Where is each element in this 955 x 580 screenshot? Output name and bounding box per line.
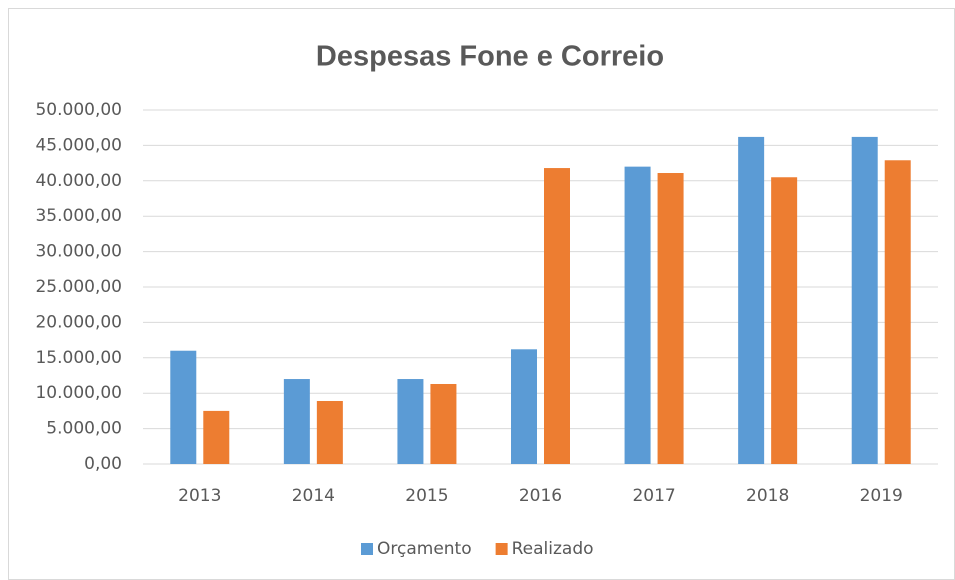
bar [771,177,798,464]
legend-swatch [361,543,373,555]
y-tick-label: 50.000,00 [35,100,122,120]
bar [203,410,230,464]
bar [511,349,537,464]
bar [316,400,343,464]
bar [657,173,684,464]
x-tick-label: 2016 [519,486,562,506]
legend-label: Orçamento [377,539,472,559]
legend-swatch [495,543,508,555]
x-tick-label: 2014 [292,486,335,506]
y-tick-label: 20.000,00 [35,312,122,332]
bar [738,136,765,465]
x-tick-label: 2018 [746,486,789,506]
y-tick-label: 35.000,00 [35,206,122,226]
chart-border [8,8,955,580]
chart-title: Despesas Fone e Correio [316,41,664,73]
y-tick-label: 45.000,00 [35,135,122,155]
bar [851,136,878,465]
y-tick-label: 30.000,00 [35,242,122,262]
bar [430,383,457,464]
bar [544,168,570,464]
y-tick-label: 5.000,00 [46,419,122,439]
x-tick-label: 2013 [178,486,221,506]
bar [624,166,651,464]
bar [884,160,911,464]
y-tick-label: 40.000,00 [35,171,122,191]
x-tick-label: 2019 [860,486,903,506]
legend-label: Realizado [512,539,594,559]
x-tick-label: 2017 [632,486,675,506]
y-tick-label: 0,00 [84,454,122,474]
bar [170,350,197,464]
y-tick-label: 25.000,00 [35,277,122,297]
x-tick-label: 2015 [405,486,448,506]
y-tick-label: 15.000,00 [35,348,122,368]
bar [397,379,424,464]
bar [283,379,310,464]
y-tick-label: 10.000,00 [35,383,122,403]
